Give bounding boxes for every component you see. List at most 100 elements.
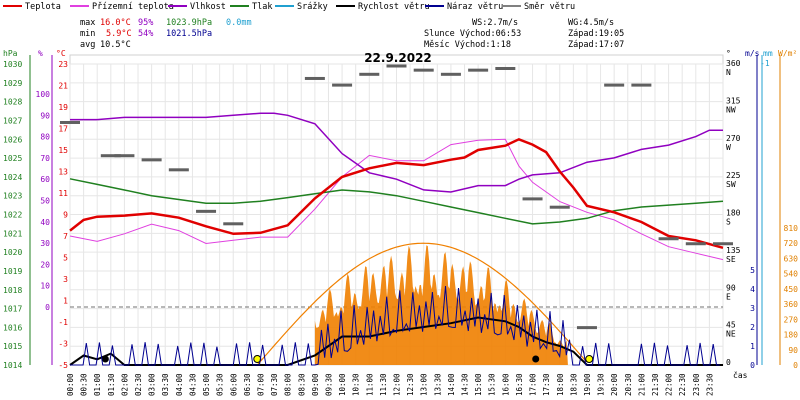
tick-hpa: 1030 <box>3 60 22 69</box>
tick-hpa: 1019 <box>3 267 22 276</box>
tick-time: 11:00 <box>365 373 374 396</box>
tick-time: 16:00 <box>501 373 510 396</box>
stat-min-press: 1021.5hPa <box>166 29 212 39</box>
tick-time: 11:30 <box>379 373 388 396</box>
radiation-clear-sky-curve <box>256 242 587 366</box>
tick-time: 06:30 <box>243 373 252 396</box>
tick-time: 14:30 <box>461 373 470 396</box>
tick-time: 19:30 <box>597 373 606 396</box>
tick-time: 19:00 <box>583 373 592 396</box>
tick-dir: 180 <box>726 209 741 218</box>
tick-hpa: 1029 <box>3 79 22 88</box>
tick-dir: 0 <box>726 358 731 367</box>
tick-time: 10:30 <box>352 373 361 396</box>
tick-pct: 20 <box>40 260 50 269</box>
wind-direction-mark <box>168 168 189 172</box>
tick-time: 08:00 <box>284 373 293 396</box>
info-wg: WG:4.5m/s <box>568 18 614 28</box>
tick-time: 00:30 <box>80 373 89 396</box>
tick-temp: 5 <box>63 254 68 263</box>
stat-max-rain: 0.0mm <box>226 18 252 28</box>
unit-ms: m/s <box>745 49 760 58</box>
series-vlhkost <box>70 112 723 193</box>
tick-time: 05:00 <box>202 373 211 396</box>
wind-direction-mark <box>304 76 325 80</box>
legend-naraz-vetru: Náraz větru <box>447 2 503 12</box>
tick-wm2: 630 <box>784 254 799 263</box>
wind-direction-mark <box>141 158 162 162</box>
tick-hpa: 1028 <box>3 98 22 107</box>
tick-time: 10:00 <box>338 373 347 396</box>
tick-time: 03:00 <box>148 373 157 396</box>
tick-time: 07:30 <box>270 373 279 396</box>
tick-time: 09:00 <box>311 373 320 396</box>
legend-prizemni-teplota: Přízemní teplota <box>92 2 174 12</box>
stat-max-temp: 16.0°C <box>100 18 131 28</box>
unit-mm: mm <box>763 49 773 58</box>
tick-time: 17:30 <box>542 373 551 396</box>
wind-direction-mark <box>332 83 353 87</box>
tick-temp: -1 <box>58 318 68 327</box>
series-teplota <box>69 137 724 250</box>
tick-wm2: 0 <box>793 361 798 370</box>
tick-pct: 100 <box>36 90 51 99</box>
tick-temp: 19 <box>58 103 68 112</box>
stat-min-temp: 5.9°C <box>106 29 132 39</box>
tick-pct: 0 <box>45 303 50 312</box>
tick-time: 23:00 <box>692 373 701 396</box>
wind-direction-layer <box>60 64 733 330</box>
tick-pct: 80 <box>40 133 50 142</box>
tick-ms: 1 <box>750 342 755 351</box>
wind-direction-mark <box>413 68 434 72</box>
tick-time: 22:30 <box>678 373 687 396</box>
tick-time: 23:30 <box>705 373 714 396</box>
wind-direction-mark <box>359 72 380 76</box>
axes: 1030102910281027102610251024102310221021… <box>3 55 798 396</box>
tick-time: 02:30 <box>134 373 143 396</box>
wind-direction-mark <box>468 68 489 72</box>
tick-time: 05:30 <box>216 373 225 396</box>
stats-block: max 16.0°C 95% 1023.9hPa 0.0mm min 5.9°C… <box>80 18 252 50</box>
tick-wm2: 810 <box>784 224 799 233</box>
tick-dir: 315 <box>726 96 741 105</box>
tick-time: 20:30 <box>624 373 633 396</box>
wind-direction-mark <box>522 197 543 201</box>
wind-direction-mark <box>658 237 679 241</box>
tick-hpa: 1027 <box>3 116 22 125</box>
tick-time: 13:00 <box>420 373 429 396</box>
tick-dir: 45 <box>726 321 736 330</box>
stat-max-press: 1023.9hPa <box>166 18 212 28</box>
wind-direction-mark <box>114 154 135 158</box>
tick-temp: 13 <box>58 168 68 177</box>
tick-wm2: 720 <box>784 239 799 248</box>
legend-tlak: Tlak <box>252 2 272 12</box>
stat-min-hum: 54% <box>138 29 153 39</box>
tick-pct: 70 <box>40 154 50 163</box>
series-naraz-vetru <box>70 285 720 366</box>
tick-temp: 15 <box>58 146 68 155</box>
moonset-marker <box>532 355 540 363</box>
tick-time: 07:00 <box>256 373 265 396</box>
tick-temp: 1 <box>63 297 68 306</box>
tick-dir: 135 <box>726 246 741 255</box>
tick-dir-compass: S <box>726 218 731 227</box>
tick-dir-compass: SW <box>726 180 736 189</box>
wind-direction-mark <box>685 242 706 246</box>
tick-wm2: 360 <box>784 300 799 309</box>
tick-time: 18:30 <box>569 373 578 396</box>
tick-wm2: 90 <box>788 346 798 355</box>
tick-temp: 7 <box>63 232 68 241</box>
tick-temp: 11 <box>58 189 68 198</box>
tick-pct: 90 <box>40 111 50 120</box>
tick-hpa: 1014 <box>3 361 22 370</box>
info-moon: Měsíc Východ:1:18 <box>424 40 511 50</box>
tick-temp: 23 <box>58 60 68 69</box>
tick-dir: 90 <box>726 283 736 292</box>
tick-temp: 9 <box>63 211 68 220</box>
legend: Teplota Přízemní teplota Vlhkost Tlak Sr… <box>3 2 575 12</box>
legend-teplota: Teplota <box>25 2 61 12</box>
tick-time: 06:00 <box>229 373 238 396</box>
wind-direction-mark <box>549 205 570 209</box>
wind-direction-mark <box>60 120 80 124</box>
